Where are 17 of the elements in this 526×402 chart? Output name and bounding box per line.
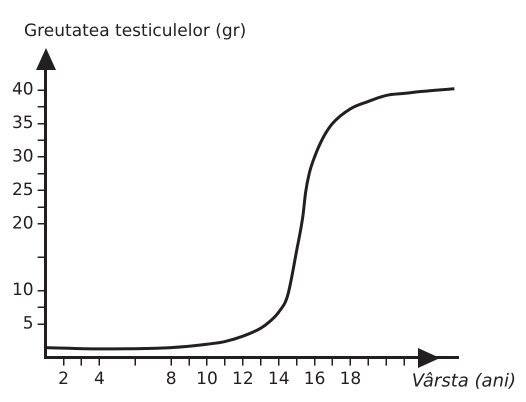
x-tick-label: 4 xyxy=(94,369,105,390)
x-tick-label: 18 xyxy=(340,369,362,390)
y-tick-label: 30 xyxy=(12,146,34,166)
x-tick-label: 16 xyxy=(304,369,326,390)
y-tick-label: 10 xyxy=(12,280,34,300)
y-tick-label: 5 xyxy=(22,314,34,334)
x-tick-label: 10 xyxy=(196,369,218,390)
x-tick-label: 2 xyxy=(58,369,69,390)
y-tick-label: 40 xyxy=(12,79,34,100)
x-tick-label: 14 xyxy=(268,369,290,390)
y-tick-label: 25 xyxy=(12,180,34,200)
x-tick-label: 8 xyxy=(166,369,177,390)
x-tick-label: 12 xyxy=(232,369,254,390)
x-axis-title: Vârsta (ani) xyxy=(412,370,516,392)
y-tick-label: 35 xyxy=(12,112,34,133)
y-tick-label: 20 xyxy=(12,213,34,234)
y-axis-title: Greutatea testiculelor (gr) xyxy=(24,21,246,41)
